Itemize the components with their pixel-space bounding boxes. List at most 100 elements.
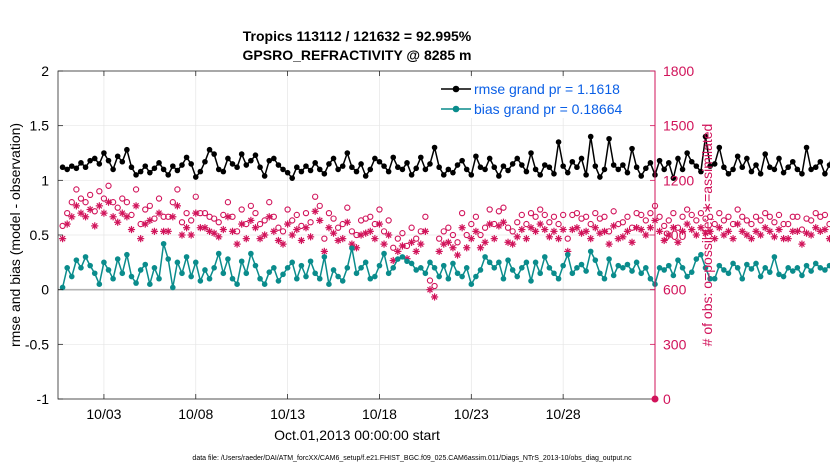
rmse-point <box>794 166 801 173</box>
bias-point <box>68 273 75 280</box>
bias-point <box>643 265 649 271</box>
bias-point <box>693 256 700 262</box>
obs-possible-point <box>100 195 108 202</box>
obs-assimilated-stroke <box>514 233 521 240</box>
y-tick-label-right: 1800 <box>663 63 694 79</box>
obs-assimilated-point <box>582 227 590 235</box>
rmse-point <box>767 164 773 171</box>
rmse-point <box>679 166 686 173</box>
obs-possible-point <box>334 224 342 231</box>
bias-point <box>385 270 392 277</box>
bias-point <box>629 268 635 274</box>
obs-assimilated-stroke <box>78 210 84 217</box>
rmse-point <box>82 164 89 171</box>
rmse-point <box>762 151 769 157</box>
obs-assimilated-stroke <box>629 239 635 246</box>
bias-point <box>532 259 539 266</box>
obs-possible-point <box>546 219 553 226</box>
obs-possible-point <box>477 231 484 239</box>
rmse-point <box>523 168 530 175</box>
bias-point <box>160 240 167 247</box>
obs-possible-point <box>780 220 787 228</box>
bias-point <box>734 265 741 271</box>
rmse-point <box>326 161 332 167</box>
obs-possible-point <box>785 220 792 228</box>
obs-assimilated-point <box>720 231 728 239</box>
legend-marker-bias <box>452 105 460 113</box>
obs-assimilated-point <box>527 224 535 232</box>
obs-possible-point <box>564 235 571 242</box>
obs-possible-point <box>119 195 126 202</box>
bias-point <box>463 265 470 271</box>
obs-possible-point <box>748 220 755 228</box>
obs-assimilated-stroke <box>339 235 346 242</box>
legend-label-rmse: rmse grand pr = 1.1618 <box>474 81 620 97</box>
obs-assimilated-stroke <box>619 233 626 240</box>
obs-assimilated-point <box>247 216 255 225</box>
bias-point <box>307 258 314 265</box>
obs-assimilated-point <box>389 256 397 265</box>
bias-point <box>431 265 438 271</box>
rmse-point <box>601 166 608 173</box>
obs-assimilated-stroke <box>367 228 374 235</box>
obs-possible-point <box>169 199 176 206</box>
obs-assimilated-point <box>784 235 792 243</box>
y-tick-label-left: -0.5 <box>25 336 49 352</box>
y-tick-label-left: 0.5 <box>30 227 50 243</box>
rmse-point <box>739 164 746 171</box>
bias-point <box>376 262 383 269</box>
bias-point <box>822 267 828 273</box>
y-tick-label-left: -1 <box>37 391 50 407</box>
obs-possible-point <box>201 209 209 217</box>
obs-assimilated-stroke <box>128 226 135 233</box>
obs-possible-point <box>527 209 535 217</box>
rmse-point <box>303 163 309 169</box>
rmse-point <box>725 170 732 177</box>
rmse-point <box>78 160 84 166</box>
bias-point <box>679 265 686 271</box>
bias-point <box>417 265 424 271</box>
obs-assimilated-point <box>435 247 443 255</box>
obs-possible-point <box>247 202 255 209</box>
obs-assimilated-stroke <box>427 286 433 293</box>
obs-assimilated-point <box>499 218 508 226</box>
rmse-point <box>445 166 452 173</box>
obs-possible-point <box>445 224 452 231</box>
obs-assimilated-point <box>182 224 191 232</box>
obs-assimilated-stroke <box>711 235 718 242</box>
obs-assimilated-point <box>761 224 769 232</box>
rmse-point <box>73 165 80 172</box>
obs-assimilated-stroke <box>757 232 764 238</box>
bias-point <box>261 281 268 288</box>
rmse-point <box>147 169 153 176</box>
obs-assimilated-point <box>371 235 379 243</box>
obs-possible-point <box>573 209 581 217</box>
bias-point <box>771 254 778 260</box>
obs-assimilated-stroke <box>307 233 314 240</box>
obs-assimilated-stroke <box>486 221 493 228</box>
rmse-point <box>399 166 406 173</box>
obs-assimilated-stroke <box>413 248 420 255</box>
obs-possible-point <box>509 228 516 235</box>
obs-assimilated-point <box>311 207 319 215</box>
obs-assimilated-stroke <box>766 228 773 235</box>
obs-assimilated-point <box>261 231 269 239</box>
rmse-point <box>211 151 217 157</box>
bias-point <box>702 265 709 271</box>
obs-assimilated-stroke <box>257 235 264 242</box>
obs-assimilated-stroke <box>348 241 355 248</box>
bias-point <box>638 270 645 277</box>
rmse-point <box>440 172 447 178</box>
obs-assimilated-stroke <box>505 239 511 246</box>
rmse-point <box>477 164 484 171</box>
obs-assimilated-stroke <box>528 224 534 231</box>
obs-assimilated-stroke <box>270 228 277 235</box>
obs-possible-point <box>426 277 434 284</box>
bias-point <box>114 256 121 262</box>
obs-possible-point <box>661 222 668 230</box>
obs-assimilated-stroke <box>381 241 387 248</box>
rmse-point <box>721 164 727 171</box>
obs-assimilated-point <box>706 227 714 235</box>
rmse-point <box>151 165 158 172</box>
obs-assimilated-point <box>600 227 609 235</box>
